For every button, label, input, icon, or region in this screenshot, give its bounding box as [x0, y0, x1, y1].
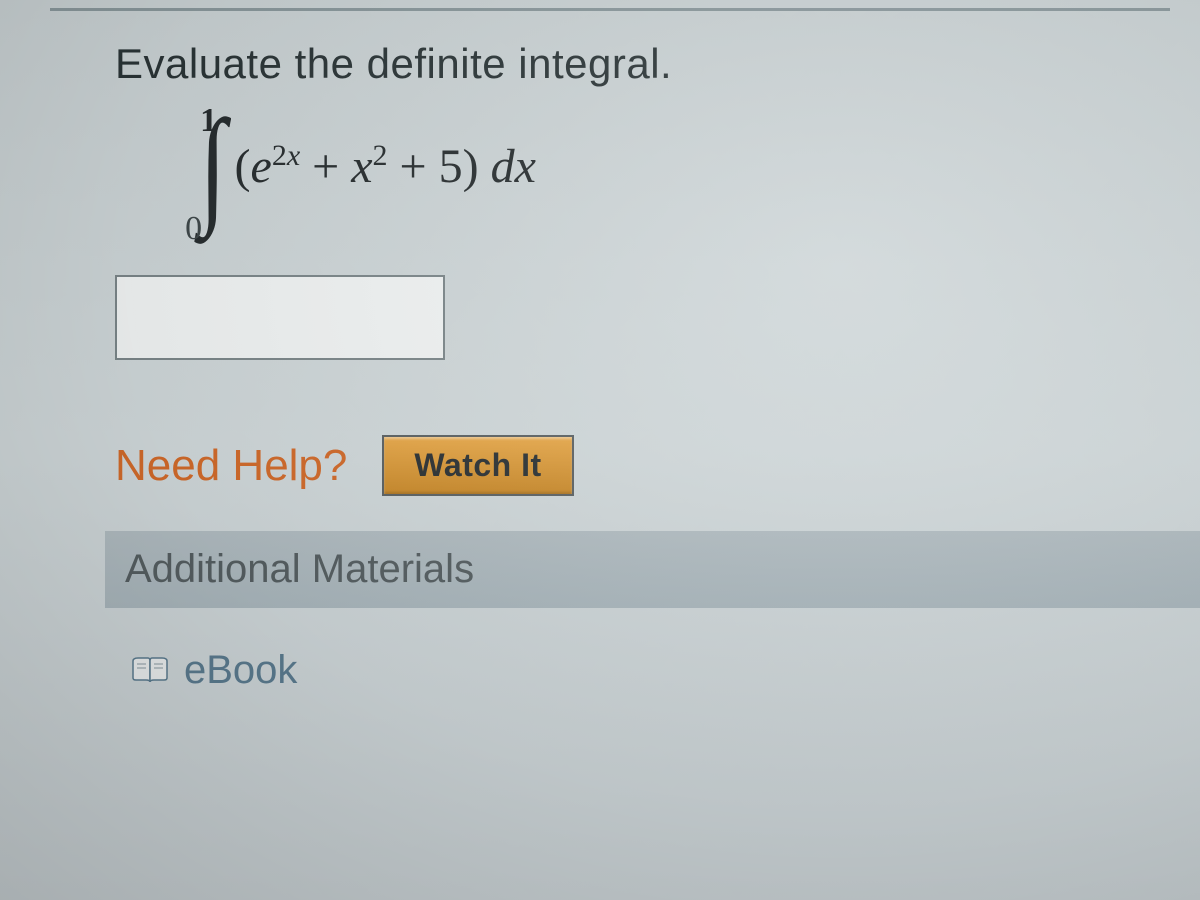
ebook-label: eBook	[184, 648, 297, 693]
ebook-icon	[130, 656, 170, 686]
question-prompt: Evaluate the definite integral.	[115, 40, 1200, 88]
additional-materials-label: Additional Materials	[125, 547, 474, 591]
x-exponent: 2	[373, 139, 388, 172]
need-help-label: Need Help?	[115, 441, 347, 491]
paren-close: )	[463, 140, 479, 193]
e-base: e	[251, 140, 272, 193]
help-row: Need Help? Watch It	[115, 435, 1200, 496]
integrand: (e2x + x2 + 5) dx	[235, 139, 536, 194]
lower-bound: 0	[185, 210, 202, 248]
plus-const: + 5	[388, 140, 463, 193]
plus-1: +	[300, 140, 351, 193]
e-exponent: 2x	[272, 139, 300, 172]
ebook-link[interactable]: eBook	[130, 648, 1200, 693]
paren-open: (	[235, 140, 251, 193]
integral-expression: ∫ 1 0 (e2x + x2 + 5) dx	[195, 108, 1200, 225]
differential: dx	[479, 140, 536, 193]
answer-input[interactable]	[115, 275, 445, 360]
x-base: x	[351, 140, 372, 193]
upper-bound: 1	[200, 102, 217, 140]
watch-it-button[interactable]: Watch It	[382, 435, 573, 496]
additional-materials-bar: Additional Materials	[105, 531, 1200, 608]
question-container: Evaluate the definite integral. ∫ 1 0 (e…	[0, 0, 1200, 693]
